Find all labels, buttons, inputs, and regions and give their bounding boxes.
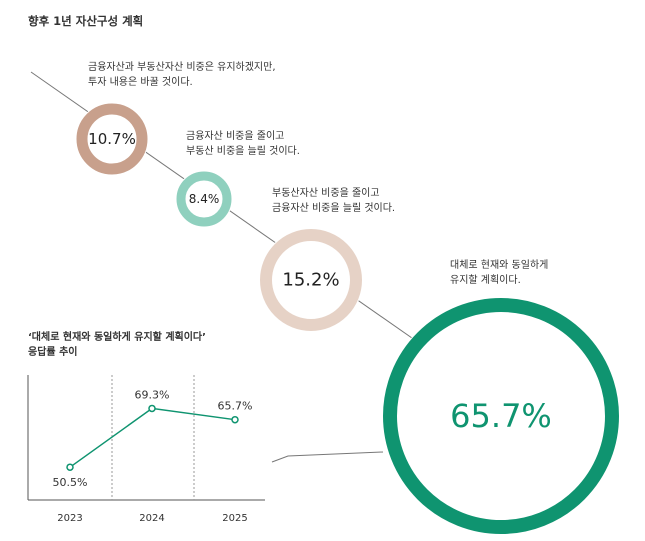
ring-1-desc-line: 금융자산과 부동산자산 비중은 유지하겠지만, [88,62,276,73]
trend-series-line [69,407,236,468]
trend-data-point [148,404,156,413]
trend-data-label: 50.5% [53,476,88,489]
trend-data-point [66,463,74,471]
ring-2-desc-line: 금융자산 비중을 줄이고 [186,131,285,142]
trend-chart-title: ‘대체로 현재와 동일하게 유지할 계획이다’ 응답률 추이 [28,330,206,360]
connector-to-trend-chart [271,451,384,463]
trend-data-label: 65.7% [218,400,253,413]
ring-1-value-label: 10.7% [88,130,136,148]
trend-data-label: 69.3% [135,388,170,401]
page-title: 향후 1년 자산구성 계획 [28,14,144,28]
trend-chart-title-line: ‘대체로 현재와 동일하게 유지할 계획이다’ [28,332,206,343]
trend-data-point [231,415,239,424]
ring-3-description: 부동산자산 비중을 줄이고 금융자산 비중을 늘릴 것이다. [272,186,395,216]
trend-chart-title-line: 응답률 추이 [28,347,78,358]
ring-4-description: 대체로 현재와 동일하게 유지할 계획이다. [450,258,548,288]
trend-chart: 50.5% 69.3% 65.7% 2023 2024 2025 [27,375,265,524]
ring-2-value-label: 8.4% [189,192,220,206]
ring-4-desc-line: 유지할 계획이다. [450,275,521,286]
ring-4-desc-line: 대체로 현재와 동일하게 [450,260,549,271]
ring-3-backdrop [259,228,363,332]
ring-3-value-label: 15.2% [282,270,339,291]
ring-4-donut [383,298,619,534]
trend-x-tick-label: 2024 [139,513,164,524]
ring-2-description: 금융자산 비중을 줄이고 부동산 비중을 늘릴 것이다. [186,129,300,159]
ring-4-value-label: 65.7% [450,397,552,435]
ring-2-donut [176,171,232,227]
ring-3-desc-line: 금융자산 비중을 늘릴 것이다. [272,203,396,214]
ring-3-desc-line: 부동산자산 비중을 줄이고 [272,188,380,199]
ring-1-donut [76,103,148,175]
trend-x-tick-label: 2023 [57,513,82,524]
trend-x-tick-label: 2025 [222,513,247,524]
ring-1-desc-line: 투자 내용은 바꿀 것이다. [88,77,193,88]
ring-3-donut [260,229,362,331]
ring-1-description: 금융자산과 부동산자산 비중은 유지하겠지만, 투자 내용은 바꿀 것이다. [88,60,276,90]
ring-4-backdrop [382,297,620,535]
donut-rings: 10.7% 8.4% 15.2% 65.7% [75,102,620,535]
ring-2-desc-line: 부동산 비중을 늘릴 것이다. [186,146,300,157]
